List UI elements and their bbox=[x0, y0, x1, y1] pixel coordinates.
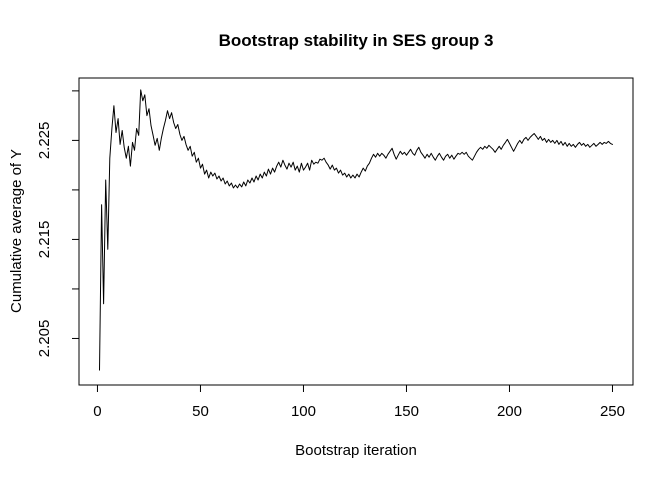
y-tick-label: 2.215 bbox=[36, 221, 53, 259]
y-tick-label: 2.225 bbox=[36, 122, 53, 160]
x-tick-label: 100 bbox=[291, 403, 316, 420]
chart-title: Bootstrap stability in SES group 3 bbox=[219, 31, 494, 50]
y-axis-title: Cumulative average of Y bbox=[8, 149, 25, 313]
series-line bbox=[99, 89, 613, 371]
x-tick-label: 200 bbox=[497, 403, 522, 420]
x-axis: 0 50 100 150 200 250 bbox=[93, 385, 625, 420]
x-tick-label: 150 bbox=[394, 403, 419, 420]
plot-box bbox=[78, 77, 634, 386]
y-axis: 2.205 2.215 2.225 bbox=[36, 90, 79, 358]
y-tick-label: 2.205 bbox=[36, 320, 53, 358]
x-tick-label: 250 bbox=[600, 403, 625, 420]
x-tick-label: 50 bbox=[192, 403, 209, 420]
x-axis-title: Bootstrap iteration bbox=[295, 442, 417, 459]
x-tick-label: 0 bbox=[93, 403, 101, 420]
